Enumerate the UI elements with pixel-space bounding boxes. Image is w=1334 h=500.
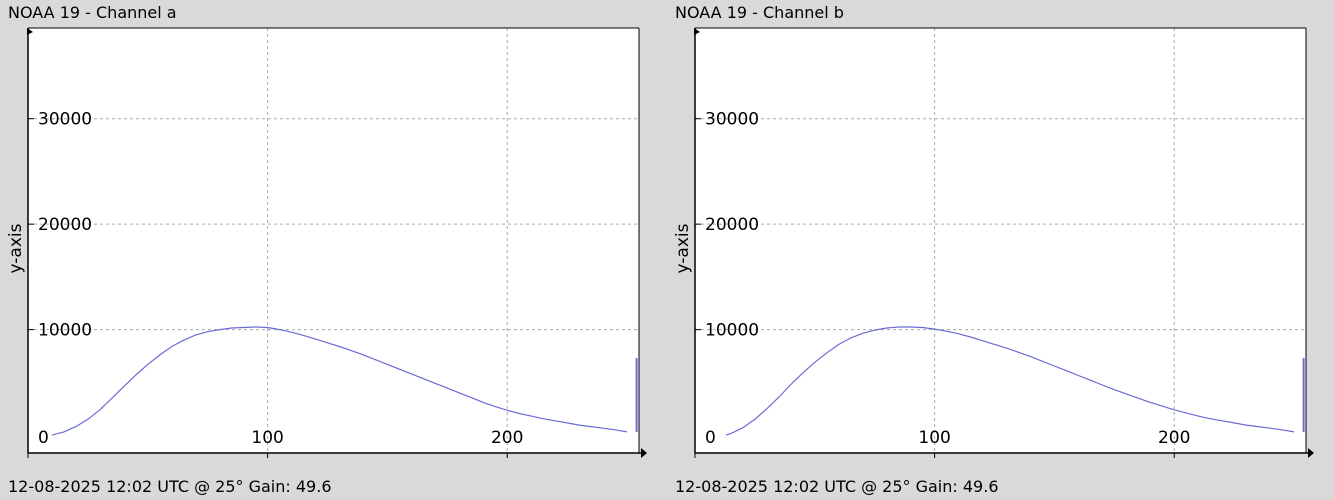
channel-b-x-axis-arrow [1308,448,1314,458]
channel-b-footer: 12-08-2025 12:02 UTC @ 25° Gain: 49.6 [675,477,999,496]
channel-b-panel: NOAA 19 - Channel b 0 100 200 10000 20000 300… [667,0,1334,500]
channel-a-x-tick-label: 200 [491,428,523,448]
channel-a-x-tick-label: 0 [38,428,49,448]
channel-a-chart: 0 100 200 10000 20000 30000 y-axis [6,27,647,458]
channel-b-y-axis-arrow [694,28,700,35]
channel-b-series-line [725,326,1295,436]
channel-a-y-axis-label: y-axis [6,223,26,273]
channel-a-x-tick-label: 100 [251,428,283,448]
channel-a-footer: 12-08-2025 12:02 UTC @ 25° Gain: 49.6 [8,477,332,496]
channel-b-y-tick-label: 10000 [705,321,759,341]
channel-a-y-axis-arrow [27,28,33,35]
channel-a-plot-area [28,28,639,453]
channel-b-chart: 0 100 200 10000 20000 30000 y-axis [673,27,1314,458]
channel-b-x-tick-label: 200 [1158,428,1190,448]
channel-b-title: NOAA 19 - Channel b [675,3,844,22]
channel-b-plot-area [695,28,1306,453]
channel-a-series-line [51,326,628,436]
channel-b-y-tick-label: 30000 [705,110,759,130]
channel-a-y-tick-label: 30000 [38,110,92,130]
channel-a-panel: NOAA 19 - Channel a 0 100 200 10000 20000 300… [6,3,647,496]
channel-b-y-axis-label: y-axis [673,223,693,273]
channel-b-x-tick-label: 0 [705,428,716,448]
channel-b-y-tick-label: 20000 [705,215,759,235]
channel-a-y-tick-label: 10000 [38,321,92,341]
channel-a-x-axis-arrow [641,448,647,458]
channel-a-y-tick-label: 20000 [38,215,92,235]
channel-b-x-tick-label: 100 [918,428,950,448]
channel-a-title: NOAA 19 - Channel a [8,3,177,22]
